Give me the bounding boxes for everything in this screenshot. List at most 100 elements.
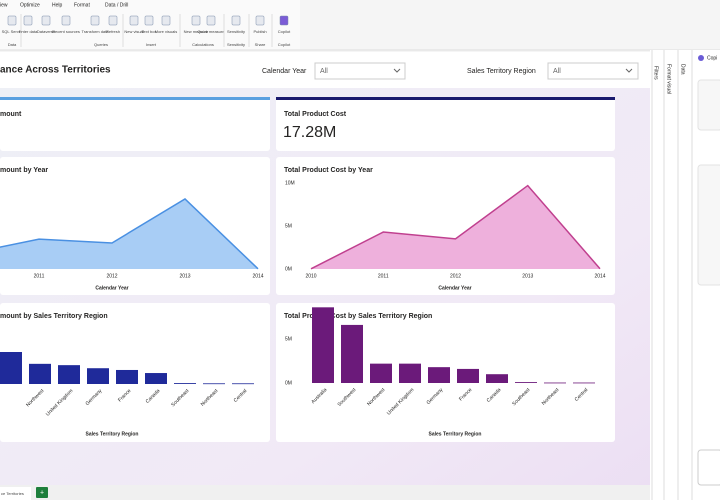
bar (370, 363, 392, 383)
add-page[interactable] (36, 487, 48, 498)
ribbon-group: Sensitivity (227, 42, 245, 47)
bar (312, 307, 334, 383)
ribbon-group: Share (255, 42, 266, 47)
card[interactable] (276, 97, 615, 151)
slicer-label: Calendar Year (262, 68, 307, 75)
ribbon-button[interactable]: Recent sources (52, 29, 80, 34)
page-tab[interactable] (0, 487, 31, 500)
ribbon-button[interactable]: Refresh (106, 29, 120, 34)
chart-title: mount by Year (0, 167, 48, 174)
x-tick-label: 2014 (594, 273, 605, 279)
button-icon (144, 15, 154, 26)
button-icon (231, 15, 241, 26)
ribbon-button[interactable]: Enter data (19, 29, 38, 34)
button-icon (255, 15, 265, 26)
bar (58, 365, 80, 384)
copilot-input[interactable] (697, 449, 720, 486)
button-icon (108, 15, 118, 26)
report-title: ance Across Territories (0, 65, 111, 76)
chevron (393, 68, 401, 73)
slicer-value: All (553, 68, 561, 75)
ribbon-group: Calculations (192, 42, 214, 47)
x-tick-label: 2011 (378, 273, 389, 279)
card-title: mount (0, 111, 22, 118)
bar (457, 368, 479, 383)
bar (399, 363, 421, 383)
slicer-dropdown[interactable] (314, 62, 406, 80)
pane-title: Copi (707, 55, 717, 61)
line (0, 198, 259, 270)
copilot-icon (698, 55, 704, 61)
pane-tab[interactable]: Filters (653, 66, 659, 80)
tab-bar (0, 485, 650, 500)
bar (87, 368, 109, 384)
x-tick-label: 2014 (252, 273, 263, 279)
x-axis-title: Calendar Year (438, 285, 471, 291)
bar (486, 374, 508, 383)
ribbon-button[interactable]: Dataverse (37, 29, 56, 34)
pane-tab[interactable]: Data (680, 64, 686, 75)
bar (29, 363, 51, 384)
chart-title: Total Product Cost by Sales Territory Re… (284, 313, 432, 320)
button-icon (23, 15, 33, 26)
bar (232, 383, 254, 385)
ribbon-button[interactable]: Publish (253, 29, 266, 34)
chart-title: mount by Sales Territory Region (0, 313, 108, 320)
menu-item[interactable]: Data / Drill (105, 2, 128, 8)
card-value: 17.28M (283, 124, 336, 141)
button-icon (129, 15, 139, 26)
y-tick-label: 5M (285, 336, 292, 342)
ribbon-button[interactable]: More visuals (155, 29, 177, 34)
ribbon-button[interactable]: Quick measure (198, 29, 226, 34)
pane-tab[interactable]: Format visual (666, 64, 672, 94)
slicer-value: All (320, 68, 328, 75)
x-axis-title: Sales Territory Region (86, 431, 139, 437)
visual[interactable] (276, 157, 615, 295)
copilot-message (697, 164, 720, 286)
ribbon-group: Copilot (278, 42, 291, 47)
x-tick-label: 2013 (179, 273, 190, 279)
button-icon (61, 15, 71, 26)
card[interactable] (0, 97, 270, 151)
bar (544, 382, 566, 384)
y-tick-label: 5M (285, 223, 292, 229)
bar (116, 369, 138, 384)
y-tick-label: 0M (285, 266, 292, 272)
menu-item[interactable]: Help (52, 2, 63, 8)
line (310, 184, 601, 270)
ribbon-button[interactable]: SQL Server (2, 29, 23, 34)
page-tab-label: ce Territories (1, 491, 24, 496)
button-icon (41, 15, 51, 26)
chart-title: Total Product Cost by Year (284, 167, 373, 174)
button-icon (206, 15, 216, 26)
y-tick-label: 10M (285, 180, 295, 186)
bar (341, 324, 363, 383)
copilot-message (697, 79, 720, 131)
ribbon-button[interactable]: New visual (124, 29, 143, 34)
ribbon-button[interactable]: Transform data (82, 29, 110, 34)
slicer-dropdown[interactable] (547, 62, 639, 80)
ribbon-button[interactable]: Text box (142, 29, 157, 34)
area (0, 199, 258, 269)
button-icon (191, 15, 201, 26)
ribbon-button[interactable]: Copilot (278, 29, 291, 34)
card-accent (0, 97, 270, 100)
ribbon-button[interactable]: New measure (184, 29, 209, 34)
menu-item[interactable]: Format (74, 2, 90, 8)
x-tick-label: 2012 (106, 273, 117, 279)
area (311, 185, 600, 269)
bar (428, 367, 450, 383)
bar (573, 382, 595, 384)
x-tick-label: 2011 (34, 273, 45, 279)
button-icon (90, 15, 100, 26)
menu-item[interactable]: Optimize (20, 2, 40, 8)
menu-item[interactable]: iew (0, 2, 8, 8)
bar (203, 383, 225, 385)
x-tick-label: 2013 (522, 273, 533, 279)
x-axis-title: Calendar Year (95, 285, 128, 291)
ribbon-button[interactable]: Sensitivity (227, 29, 245, 34)
bar (0, 352, 22, 384)
slicer-label: Sales Territory Region (467, 68, 536, 75)
bar (174, 383, 196, 384)
